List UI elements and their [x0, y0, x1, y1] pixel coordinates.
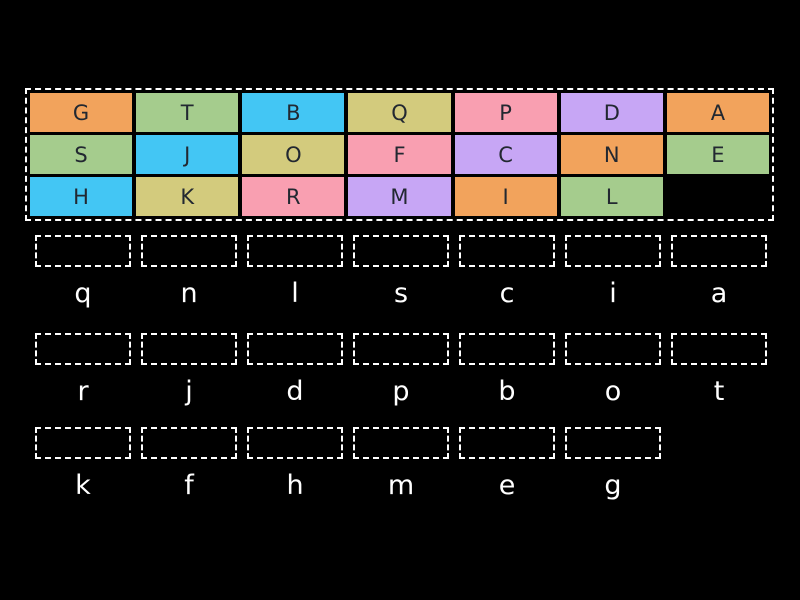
- letter-tile-M[interactable]: M: [348, 177, 451, 216]
- drop-zone-n[interactable]: [141, 235, 237, 267]
- drop-zone-k[interactable]: [35, 427, 131, 459]
- target-label-m: m: [387, 469, 415, 501]
- drop-zone-h[interactable]: [247, 427, 343, 459]
- drop-zone-a[interactable]: [671, 235, 767, 267]
- drop-zone-q[interactable]: [35, 235, 131, 267]
- letter-tile-A[interactable]: A: [666, 93, 769, 132]
- letter-tile-O[interactable]: O: [242, 135, 345, 174]
- letter-tile-J[interactable]: J: [136, 135, 239, 174]
- target-label-a: a: [710, 277, 728, 309]
- target-label-n: n: [180, 277, 198, 309]
- drop-row-1: [35, 235, 767, 267]
- drop-zone-t[interactable]: [671, 333, 767, 365]
- letter-tile-P[interactable]: P: [454, 93, 557, 132]
- letter-tile-I[interactable]: I: [454, 177, 557, 216]
- letter-tile-T[interactable]: T: [136, 93, 239, 132]
- target-label-e: e: [498, 469, 516, 501]
- letter-tile-H[interactable]: H: [30, 177, 133, 216]
- drop-zone-c[interactable]: [459, 235, 555, 267]
- letter-tile-K[interactable]: K: [136, 177, 239, 216]
- drop-zone-b[interactable]: [459, 333, 555, 365]
- drop-zone-s[interactable]: [353, 235, 449, 267]
- letter-tile-L[interactable]: L: [560, 177, 663, 216]
- letter-tile-B[interactable]: B: [242, 93, 345, 132]
- target-label-b: b: [498, 375, 516, 407]
- target-label-i: i: [609, 277, 617, 309]
- drop-row-3: [35, 427, 661, 459]
- drop-zone-i[interactable]: [565, 235, 661, 267]
- target-label-s: s: [393, 277, 409, 309]
- drop-zone-r[interactable]: [35, 333, 131, 365]
- target-label-k: k: [75, 469, 91, 501]
- letter-tile-Q[interactable]: Q: [348, 93, 451, 132]
- target-label-t: t: [713, 375, 725, 407]
- letter-tile-G[interactable]: G: [30, 93, 133, 132]
- drop-zone-f[interactable]: [141, 427, 237, 459]
- letter-tile-S[interactable]: S: [30, 135, 133, 174]
- letter-tile-E[interactable]: E: [666, 135, 769, 174]
- target-label-j: j: [185, 375, 193, 407]
- letter-tile-C[interactable]: C: [454, 135, 557, 174]
- drop-row-2: [35, 333, 767, 365]
- letter-tile-N[interactable]: N: [560, 135, 663, 174]
- drop-zone-o[interactable]: [565, 333, 661, 365]
- target-label-d: d: [286, 375, 304, 407]
- letter-tile-D[interactable]: D: [560, 93, 663, 132]
- target-label-r: r: [77, 375, 89, 407]
- target-label-o: o: [604, 375, 622, 407]
- letter-tile-F[interactable]: F: [348, 135, 451, 174]
- drop-zone-j[interactable]: [141, 333, 237, 365]
- target-label-l: l: [291, 277, 299, 309]
- drop-zone-d[interactable]: [247, 333, 343, 365]
- target-label-f: f: [184, 469, 194, 501]
- target-label-h: h: [286, 469, 304, 501]
- target-label-c: c: [499, 277, 515, 309]
- drop-zone-g[interactable]: [565, 427, 661, 459]
- drop-zone-e[interactable]: [459, 427, 555, 459]
- letter-tile-R[interactable]: R: [242, 177, 345, 216]
- drop-zone-l[interactable]: [247, 235, 343, 267]
- drop-zone-p[interactable]: [353, 333, 449, 365]
- target-label-q: q: [74, 277, 92, 309]
- target-label-g: g: [604, 469, 622, 501]
- target-label-p: p: [392, 375, 410, 407]
- drop-zone-m[interactable]: [353, 427, 449, 459]
